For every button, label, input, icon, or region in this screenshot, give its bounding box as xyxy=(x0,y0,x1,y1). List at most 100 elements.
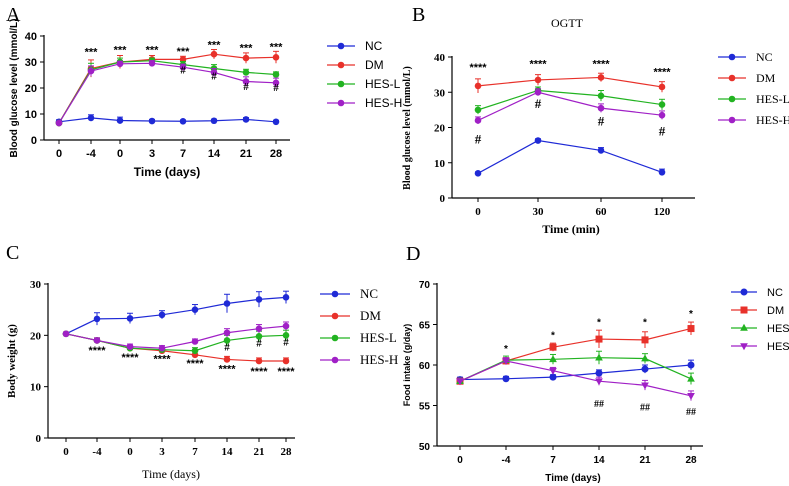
hash-annotation: # xyxy=(273,82,279,94)
legend-label: HES-H xyxy=(756,113,789,127)
data-point xyxy=(595,369,603,377)
y-axis-label: Food intake (g/day) xyxy=(402,324,412,407)
x-tick-label: 21 xyxy=(639,455,651,466)
legend-item-dm: DM xyxy=(327,58,384,72)
legend-marker xyxy=(740,343,748,351)
x-tick-label: 0 xyxy=(117,148,123,160)
significance-annotation: * xyxy=(504,344,508,355)
hash-annotation: # xyxy=(598,114,605,129)
legend: NC DM HES-L HES-H xyxy=(327,39,402,110)
legend-marker xyxy=(331,356,339,364)
hash-annotation: # xyxy=(180,65,186,77)
legend-item-nc: NC xyxy=(718,50,773,64)
legend-label: DM xyxy=(360,308,381,323)
series-hes-h xyxy=(474,88,666,124)
hash-annotation: ## xyxy=(594,399,604,410)
x-tick-label: 3 xyxy=(159,446,165,458)
x-tick-label: 120 xyxy=(654,206,671,218)
data-point xyxy=(597,92,605,100)
data-point xyxy=(597,74,605,81)
series-line xyxy=(459,357,692,382)
data-point xyxy=(534,88,542,96)
data-point xyxy=(93,337,101,344)
y-axis-label: Body weight (g) xyxy=(6,324,18,398)
series-line xyxy=(477,91,663,121)
hash-annotation: # xyxy=(256,338,262,350)
series-line xyxy=(58,117,277,123)
significance-annotation: **** xyxy=(277,366,295,378)
legend-item-hes-h: HES-H xyxy=(320,352,398,367)
legend-item-nc: NC xyxy=(327,39,383,53)
series-nc xyxy=(456,359,695,384)
data-point xyxy=(191,306,199,313)
data-point xyxy=(272,54,280,61)
data-point xyxy=(223,329,231,337)
data-point xyxy=(116,60,124,68)
panel-c: C 0 10 20 30 0 -4 0 3 7 14 21 28 Time (days) Body weig… xyxy=(6,242,398,481)
legend-item-hes-h: HES-H xyxy=(731,341,789,353)
legend-label: DM xyxy=(756,71,776,85)
data-point xyxy=(255,296,263,303)
legend: NC DM HES-L HES-H xyxy=(320,286,398,367)
x-axis-label: Time (days) xyxy=(142,467,200,481)
data-point xyxy=(549,343,557,351)
data-point xyxy=(191,338,199,345)
legend-marker xyxy=(331,312,339,320)
hash-annotation: # xyxy=(283,337,289,349)
legend-item-hes-l: HES-L xyxy=(327,77,401,91)
significance-annotation: **** xyxy=(186,358,204,370)
panel-a: A 0 10 20 30 40 0 -4 0 3 7 14 21 28 Time (days) Blood g… xyxy=(6,4,402,179)
significance-annotation: **** xyxy=(653,66,671,78)
significance-annotation: **** xyxy=(153,354,171,366)
hash-annotation: ## xyxy=(686,407,696,418)
legend-marker xyxy=(728,95,736,103)
series-hes-h xyxy=(456,357,695,401)
x-tick-label: 0 xyxy=(56,148,62,160)
x-tick-label: -4 xyxy=(92,446,102,458)
data-point xyxy=(282,322,290,330)
x-tick-label: 7 xyxy=(192,446,198,458)
hash-annotation: # xyxy=(243,81,249,93)
y-tick-label: 20 xyxy=(25,83,37,95)
data-point xyxy=(641,382,649,390)
series-hes-h xyxy=(55,60,280,127)
data-point xyxy=(534,137,542,144)
data-point xyxy=(595,378,603,386)
legend-marker xyxy=(331,290,339,298)
y-tick-label: 10 xyxy=(25,109,37,121)
significance-annotation: * xyxy=(551,330,555,341)
series-hes-h xyxy=(62,321,290,352)
legend-label: HES-H xyxy=(365,96,402,110)
data-point xyxy=(223,300,231,307)
y-tick-label: 0 xyxy=(440,193,446,205)
data-point xyxy=(272,79,280,87)
x-tick-label: 14 xyxy=(222,446,234,458)
data-point xyxy=(223,337,231,344)
y-tick-label: 0 xyxy=(36,433,42,445)
data-point xyxy=(242,69,250,76)
data-point xyxy=(595,353,603,361)
x-tick-label: 30 xyxy=(533,206,545,218)
data-point xyxy=(474,106,482,114)
series-dm xyxy=(474,72,666,93)
legend-item-dm: DM xyxy=(718,71,776,85)
data-point xyxy=(658,83,666,91)
data-point xyxy=(658,101,666,108)
x-tick-label: 60 xyxy=(596,206,608,218)
panel-label: D xyxy=(406,243,420,265)
y-tick-label: 30 xyxy=(30,279,42,291)
y-tick-label: 0 xyxy=(31,135,37,147)
y-tick-label: 20 xyxy=(30,330,42,342)
significance-annotation: *** xyxy=(208,39,222,51)
data-point xyxy=(272,71,280,78)
x-tick-label: 21 xyxy=(240,148,252,160)
series-line xyxy=(58,53,277,124)
data-point xyxy=(549,355,557,363)
legend-label: HES-H xyxy=(360,352,398,367)
panel-b: B OGTT 0 10 20 30 40 0 30 60 120 Time (min) Blood gl… xyxy=(402,4,789,236)
data-point xyxy=(641,365,649,373)
data-point xyxy=(126,315,134,322)
legend-item-hes-l: HES-L xyxy=(320,330,397,345)
x-tick-label: 0 xyxy=(63,446,69,458)
significance-annotation: **** xyxy=(592,59,610,71)
